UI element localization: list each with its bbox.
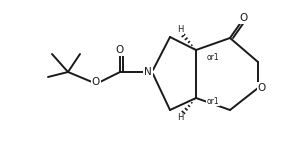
Text: O: O [92,77,100,87]
Text: O: O [116,45,124,55]
Text: N: N [144,67,152,77]
Text: H: H [177,113,183,122]
Text: O: O [258,83,266,93]
Text: H: H [177,25,183,34]
Text: or1: or1 [207,97,219,106]
Text: O: O [240,13,248,23]
Text: or1: or1 [207,52,219,61]
